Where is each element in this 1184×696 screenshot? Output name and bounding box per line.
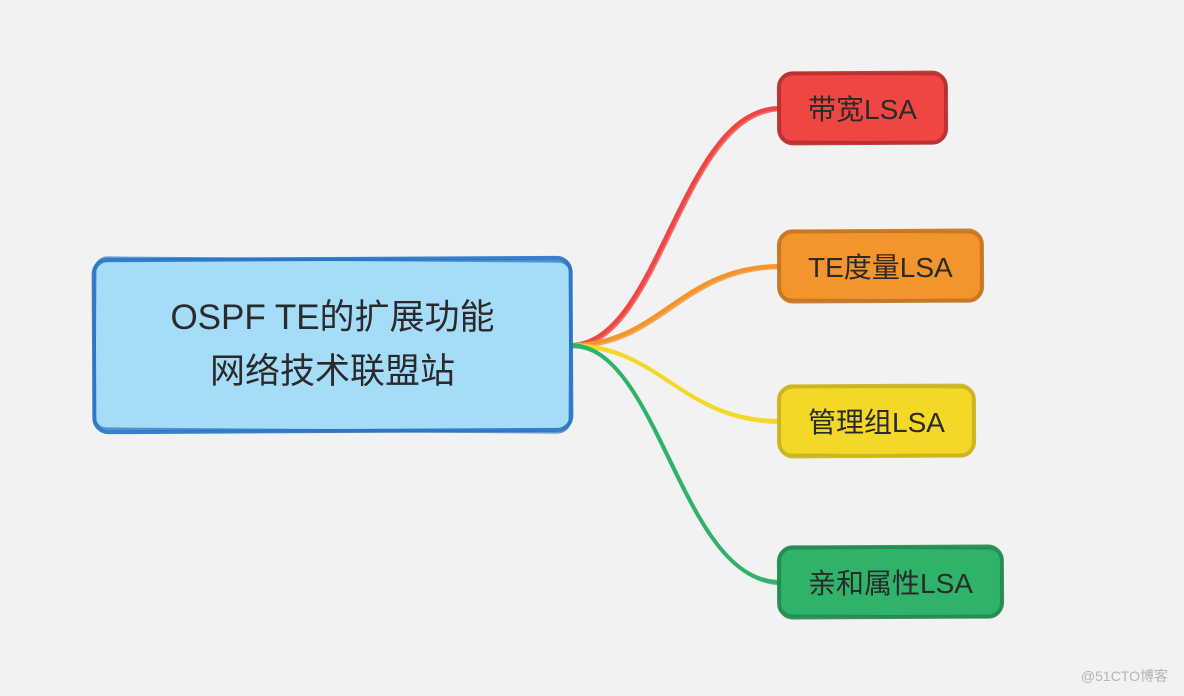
- root-line1: OSPF TE的扩展功能: [170, 298, 494, 337]
- branch-label-3: 亲和属性LSA: [808, 562, 973, 602]
- connector-1: [570, 266, 782, 347]
- branch-node-3: 亲和属性LSA: [780, 548, 1001, 616]
- branch-label-1: TE度量LSA: [808, 246, 953, 286]
- root-node: OSPF TE的扩展功能 网络技术联盟站: [95, 260, 570, 430]
- mindmap-canvas: OSPF TE的扩展功能 网络技术联盟站 带宽LSA TE度量LSA 管理组LS…: [0, 0, 1184, 696]
- watermark: @51CTO博客: [1081, 666, 1168, 686]
- connector-0: [570, 108, 782, 347]
- branch-label-2: 管理组LSA: [808, 401, 945, 441]
- branch-node-0: 带宽LSA: [780, 74, 945, 142]
- root-line2: 网络技术联盟站: [210, 352, 455, 391]
- branch-node-2: 管理组LSA: [780, 387, 973, 455]
- branch-node-1: TE度量LSA: [780, 232, 981, 300]
- connector-2: [570, 345, 782, 423]
- branch-label-0: 带宽LSA: [808, 88, 917, 128]
- connector-3: [570, 345, 782, 584]
- root-text: OSPF TE的扩展功能 网络技术联盟站: [170, 291, 494, 400]
